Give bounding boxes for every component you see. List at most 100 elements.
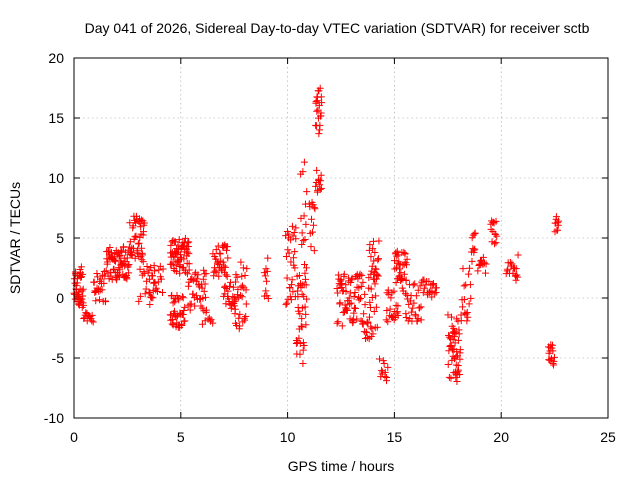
grid-lines bbox=[74, 58, 608, 418]
data-point bbox=[425, 277, 433, 285]
data-point bbox=[132, 219, 140, 227]
data-point bbox=[285, 230, 293, 238]
data-point bbox=[471, 229, 479, 237]
data-point bbox=[185, 250, 193, 258]
data-point bbox=[167, 241, 175, 249]
data-point bbox=[293, 338, 301, 346]
data-point bbox=[454, 336, 462, 344]
data-point bbox=[185, 260, 193, 268]
x-tick-label: 15 bbox=[387, 429, 403, 445]
data-point bbox=[403, 255, 411, 263]
data-point bbox=[317, 109, 325, 117]
data-point bbox=[343, 307, 351, 315]
data-point bbox=[316, 121, 324, 129]
data-point bbox=[453, 378, 461, 386]
data-point bbox=[480, 259, 488, 267]
data-point bbox=[414, 286, 422, 294]
data-point bbox=[302, 220, 310, 228]
data-point bbox=[445, 347, 453, 355]
data-point bbox=[88, 311, 96, 319]
data-point bbox=[300, 158, 308, 166]
data-point bbox=[393, 264, 401, 272]
data-point bbox=[261, 272, 269, 280]
data-point bbox=[373, 271, 381, 279]
data-point bbox=[369, 245, 377, 253]
data-point bbox=[178, 322, 186, 330]
data-point bbox=[78, 287, 86, 295]
y-tick-label: -10 bbox=[44, 410, 64, 426]
data-point bbox=[430, 290, 438, 298]
data-point bbox=[351, 288, 359, 296]
data-point bbox=[200, 287, 208, 295]
data-point bbox=[504, 265, 512, 273]
data-point bbox=[384, 318, 392, 326]
data-point bbox=[390, 257, 398, 265]
data-point bbox=[334, 318, 342, 326]
data-point bbox=[348, 274, 356, 282]
data-point bbox=[296, 339, 304, 347]
data-point bbox=[237, 291, 245, 299]
data-point bbox=[291, 264, 299, 272]
data-point bbox=[342, 281, 350, 289]
data-point bbox=[116, 266, 124, 274]
data-point bbox=[131, 233, 139, 241]
data-point bbox=[552, 213, 560, 221]
data-point bbox=[367, 323, 375, 331]
data-point bbox=[296, 350, 304, 358]
data-point bbox=[144, 269, 152, 277]
data-point bbox=[102, 298, 110, 306]
data-point bbox=[333, 319, 341, 327]
data-point bbox=[137, 216, 145, 224]
data-point bbox=[263, 267, 271, 275]
data-point bbox=[241, 316, 249, 324]
data-point bbox=[79, 292, 87, 300]
data-point bbox=[140, 219, 148, 227]
data-point bbox=[141, 290, 149, 298]
data-point bbox=[420, 284, 428, 292]
data-point bbox=[444, 311, 452, 319]
data-point bbox=[283, 274, 291, 282]
data-point bbox=[184, 282, 192, 290]
x-axis-label: GPS time / hours bbox=[288, 458, 395, 474]
data-point bbox=[303, 295, 311, 303]
data-point bbox=[295, 334, 303, 342]
data-point bbox=[453, 352, 461, 360]
data-point bbox=[492, 239, 500, 247]
data-point bbox=[383, 307, 391, 315]
data-point bbox=[414, 315, 422, 323]
data-point bbox=[77, 263, 85, 271]
data-point bbox=[547, 341, 555, 349]
data-point bbox=[98, 286, 106, 294]
data-point bbox=[380, 360, 388, 368]
data-point bbox=[183, 270, 191, 278]
data-point bbox=[189, 290, 197, 298]
y-tick-label: 5 bbox=[56, 230, 64, 246]
data-point bbox=[459, 265, 467, 273]
data-point bbox=[346, 300, 354, 308]
data-point bbox=[78, 295, 86, 303]
data-point bbox=[512, 265, 520, 273]
data-point bbox=[296, 310, 304, 318]
data-point bbox=[146, 300, 154, 308]
data-point bbox=[471, 230, 479, 238]
data-point bbox=[107, 272, 115, 280]
data-point bbox=[223, 246, 231, 254]
data-point bbox=[283, 299, 291, 307]
data-point bbox=[95, 287, 103, 295]
data-point bbox=[104, 247, 112, 255]
data-point bbox=[550, 357, 558, 365]
data-point bbox=[386, 305, 394, 313]
data-point bbox=[298, 240, 306, 248]
data-point bbox=[302, 264, 310, 272]
data-point bbox=[357, 282, 365, 290]
data-point bbox=[371, 249, 379, 257]
data-point bbox=[311, 205, 319, 213]
data-point bbox=[468, 257, 476, 265]
data-point bbox=[79, 301, 87, 309]
data-point bbox=[479, 253, 487, 261]
data-point bbox=[374, 256, 382, 264]
y-tick-label: 10 bbox=[48, 170, 64, 186]
y-axis-label: SDTVAR / TECUs bbox=[7, 182, 23, 294]
data-point bbox=[359, 320, 367, 328]
data-point bbox=[221, 263, 229, 271]
